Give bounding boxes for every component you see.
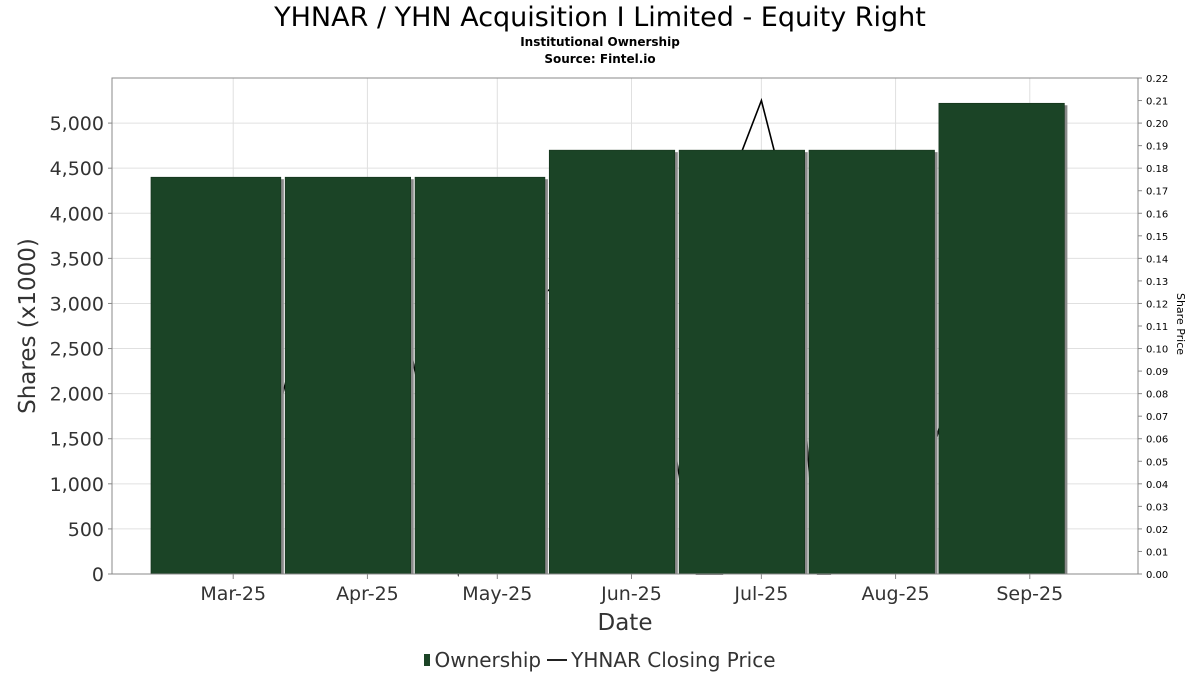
y-tick-label: 2,000: [50, 384, 104, 406]
bar: [938, 102, 1065, 575]
legend: Ownership YHNAR Closing Price: [0, 646, 1200, 672]
legend-price-swatch: [547, 658, 568, 661]
y-tick-label: 3,000: [50, 293, 104, 315]
y2-tick-label: 0.10: [1146, 345, 1168, 356]
y2-tick-label: 0.21: [1146, 97, 1168, 108]
y2-tick-label: 0.11: [1146, 322, 1168, 333]
y2-tick-label: 0.12: [1146, 299, 1168, 310]
y2-tick-label: 0.04: [1146, 480, 1168, 491]
x-axis-label: Date: [598, 610, 653, 636]
x-tick-label: Mar-25: [200, 583, 266, 605]
bar: [150, 176, 282, 575]
y2-tick-label: 0.17: [1146, 187, 1168, 198]
x-tick-label: Sep-25: [996, 583, 1063, 605]
y-tick-label: 1,000: [50, 474, 104, 496]
y-tick-label: 4,000: [50, 203, 104, 225]
y2-tick-label: 0.03: [1146, 502, 1168, 513]
y2-tick-label: 0.07: [1146, 412, 1168, 423]
x-tick-label: May-25: [462, 583, 532, 605]
y2-tick-label: 0.01: [1146, 547, 1168, 558]
x-tick-label: Apr-25: [336, 583, 399, 605]
y2-tick-label: 0.09: [1146, 367, 1168, 378]
bar: [414, 176, 546, 575]
y2-tick-label: 0.16: [1146, 209, 1168, 220]
bar: [808, 149, 935, 575]
y-tick-label: 2,500: [50, 339, 104, 361]
y2-tick-label: 0.00: [1146, 570, 1168, 581]
chart-source: Source: Fintel.io: [544, 52, 656, 66]
y2-tick-label: 0.08: [1146, 390, 1168, 401]
x-tick-label: Aug-25: [861, 583, 929, 605]
x-tick-label: Jun-25: [600, 583, 662, 605]
y-tick-label: 4,500: [50, 158, 104, 180]
chart-title: YHNAR / YHN Acquisition I Limited - Equi…: [274, 2, 926, 33]
y2-axis-label: Share Price: [1174, 293, 1187, 355]
y2-tick-label: 0.05: [1146, 457, 1168, 468]
y2-tick-label: 0.06: [1146, 435, 1168, 446]
y2-tick-label: 0.20: [1146, 119, 1168, 130]
x-tick-label: Jul-25: [733, 583, 788, 605]
legend-ownership-label: Ownership: [434, 647, 542, 672]
y-tick-label: 3,500: [50, 248, 104, 270]
chart-subtitle: Institutional Ownership: [520, 35, 680, 49]
legend-ownership-swatch: [424, 653, 431, 666]
y-tick-label: 500: [68, 519, 104, 541]
y2-tick-label: 0.15: [1146, 232, 1168, 243]
y-tick-label: 0: [92, 564, 104, 586]
y2-tick-label: 0.02: [1146, 525, 1168, 536]
y2-tick-label: 0.18: [1146, 164, 1168, 175]
y-tick-label: 1,500: [50, 429, 104, 451]
bar: [548, 149, 676, 575]
y2-tick-label: 0.14: [1146, 254, 1168, 265]
legend-price-label: YHNAR Closing Price: [571, 647, 776, 672]
y-axis-label: Shares (x1000): [15, 238, 41, 414]
bar: [678, 149, 805, 575]
bars: [150, 102, 1068, 575]
axes: 0 500 1,000 1,500 2,000 2,500 3,000 3,500 4,000 4…: [15, 74, 1187, 636]
y2-tick-label: 0.13: [1146, 277, 1168, 288]
y-tick-label: 5,000: [50, 113, 104, 135]
y2-tick-label: 0.22: [1146, 74, 1168, 85]
bar: [284, 176, 412, 575]
y2-tick-label: 0.19: [1146, 142, 1168, 153]
